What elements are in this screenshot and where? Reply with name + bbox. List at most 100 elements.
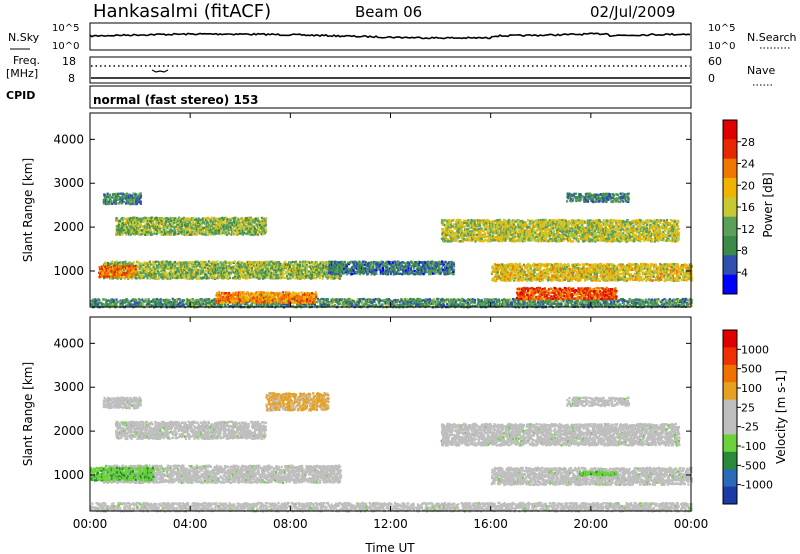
scatter-cell bbox=[183, 304, 185, 306]
scatter-cell bbox=[484, 233, 486, 235]
scatter-cell bbox=[463, 238, 465, 240]
scatter-cell bbox=[124, 261, 126, 263]
scatter-cell bbox=[205, 269, 207, 271]
scatter-cell bbox=[501, 299, 503, 301]
scatter-cell bbox=[234, 217, 236, 219]
scatter-cell bbox=[515, 220, 517, 222]
scatter-cell bbox=[211, 217, 213, 219]
scatter-cell bbox=[229, 277, 231, 279]
scatter-cell bbox=[651, 299, 653, 301]
scatter-cell bbox=[159, 226, 161, 228]
scatter-cell bbox=[306, 271, 308, 273]
scatter-cell bbox=[170, 229, 172, 231]
scatter-cell bbox=[176, 273, 178, 275]
scatter-cell bbox=[232, 227, 234, 229]
scatter-cell bbox=[128, 272, 130, 274]
scatter-cell bbox=[479, 232, 481, 234]
scatter-cell bbox=[256, 229, 258, 231]
scatter-cell bbox=[280, 304, 282, 306]
power-panel: 1000200030004000 Slant Range [km] bbox=[21, 113, 693, 309]
scatter-cell bbox=[262, 269, 264, 271]
scatter-cell bbox=[657, 298, 659, 300]
scatter-cell bbox=[282, 276, 284, 278]
scatter-cell bbox=[115, 266, 117, 268]
scatter-cell bbox=[467, 219, 469, 221]
scatter-cell bbox=[174, 265, 176, 267]
scatter-cell bbox=[467, 230, 469, 232]
scatter-cell bbox=[134, 273, 136, 275]
scatter-cell bbox=[122, 276, 124, 278]
scatter-cell bbox=[143, 220, 145, 222]
scatter-cell bbox=[340, 275, 342, 277]
scatter-cell bbox=[202, 276, 204, 278]
scatter-cell bbox=[481, 227, 483, 229]
scatter-cell bbox=[534, 240, 536, 242]
scatter-cell bbox=[518, 219, 520, 221]
scatter-cell bbox=[232, 230, 234, 232]
scatter-cell bbox=[183, 299, 185, 301]
scatter-cell bbox=[197, 222, 199, 224]
scatter-cell bbox=[322, 275, 324, 277]
scatter-cell bbox=[291, 263, 293, 265]
scatter-cell bbox=[286, 275, 288, 277]
scatter-cell bbox=[138, 234, 140, 236]
scatter-cell bbox=[282, 266, 284, 268]
beam-title: Beam 06 bbox=[355, 3, 422, 21]
scatter-cell bbox=[227, 262, 229, 264]
scatter-cell bbox=[492, 298, 494, 300]
scatter-cell bbox=[473, 219, 475, 221]
scatter-cell bbox=[148, 298, 150, 300]
scatter-cell bbox=[665, 299, 667, 301]
scatter-cell bbox=[459, 301, 461, 303]
scatter-cell bbox=[253, 276, 255, 278]
scatter-cell bbox=[433, 298, 435, 300]
scatter-cell bbox=[149, 277, 151, 279]
scatter-cell bbox=[483, 230, 485, 232]
scatter-cell bbox=[493, 236, 495, 238]
scatter-cell bbox=[469, 227, 471, 229]
scatter-cell bbox=[503, 303, 505, 305]
scatter-cell bbox=[463, 226, 465, 228]
scatter-cell bbox=[206, 230, 208, 232]
scatter-cell bbox=[314, 304, 316, 306]
nave-dip bbox=[152, 70, 168, 72]
scatter-cell bbox=[224, 304, 226, 306]
scatter-cell bbox=[210, 229, 212, 231]
scatter-cell bbox=[264, 220, 266, 222]
scatter-cell bbox=[629, 298, 631, 300]
scatter-cell bbox=[101, 268, 103, 270]
scatter-cell bbox=[445, 301, 447, 303]
scatter-cell bbox=[92, 299, 94, 301]
scatter-cell bbox=[363, 298, 365, 300]
search-label: N.Search bbox=[747, 31, 797, 44]
scatter-cell bbox=[174, 261, 176, 263]
scatter-cell bbox=[142, 303, 144, 305]
scatter-cell bbox=[437, 301, 439, 303]
freq-label-2: [MHz] bbox=[6, 67, 38, 80]
scatter-cell bbox=[355, 304, 357, 306]
scatter-cell bbox=[397, 304, 399, 306]
nave-tick-bottom: 0 bbox=[708, 72, 715, 85]
scatter-cell bbox=[177, 225, 179, 227]
scatter-cell bbox=[485, 228, 487, 230]
scatter-cell bbox=[139, 299, 141, 301]
scatter-cell bbox=[176, 301, 178, 303]
scatter-cell bbox=[217, 263, 219, 265]
scatter-cell bbox=[147, 217, 149, 219]
scatter-cell bbox=[181, 276, 183, 278]
scatter-cell bbox=[485, 302, 487, 304]
sky-tick-top: 10^5 bbox=[52, 23, 79, 34]
scatter-cell bbox=[108, 275, 110, 277]
scatter-cell bbox=[684, 301, 686, 303]
scatter-cell bbox=[375, 298, 377, 300]
scatter-cell bbox=[103, 298, 105, 300]
scatter-cell bbox=[292, 261, 294, 263]
scatter-cell bbox=[465, 230, 467, 232]
freq-label-1: Freq. bbox=[13, 54, 40, 67]
date-title: 02/Jul/2009 bbox=[590, 3, 675, 21]
scatter-cell bbox=[140, 233, 142, 235]
scatter-cell bbox=[155, 273, 157, 275]
sky-panel: N.Sky 10^5 10^0 10^5 10^0 N.Search bbox=[8, 23, 797, 52]
scatter-cell bbox=[166, 224, 168, 226]
